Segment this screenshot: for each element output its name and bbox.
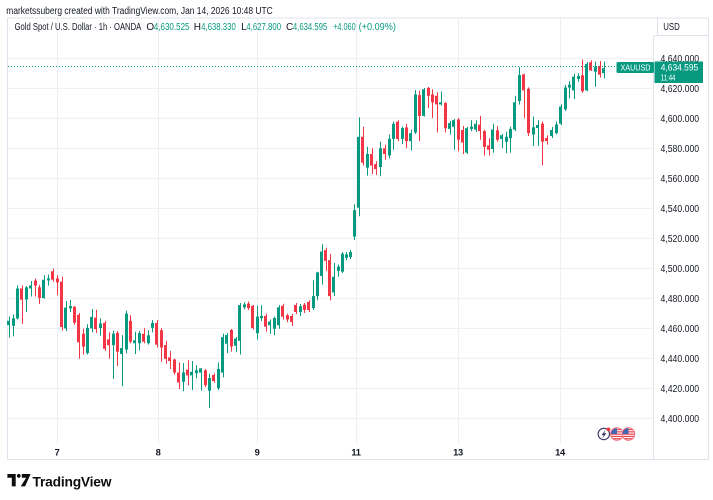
svg-text:4,627.800: 4,627.800 (246, 22, 281, 33)
svg-text:(+0.09%): (+0.09%) (359, 22, 396, 33)
svg-text:O: O (146, 22, 154, 33)
svg-text:4,480.000: 4,480.000 (661, 294, 700, 305)
svg-text:4,600.000: 4,600.000 (661, 114, 700, 125)
svg-text:13: 13 (453, 448, 463, 458)
svg-text:4,640.000: 4,640.000 (661, 54, 700, 65)
svg-text:C: C (286, 22, 293, 33)
svg-text:XAUUSD: XAUUSD (621, 62, 651, 72)
svg-text:14: 14 (555, 448, 566, 458)
svg-text:4,460.000: 4,460.000 (661, 324, 700, 335)
svg-text:4,630.525: 4,630.525 (154, 22, 190, 33)
svg-text:L: L (241, 22, 247, 33)
svg-text:4,440.000: 4,440.000 (661, 354, 700, 365)
svg-text:4,520.000: 4,520.000 (661, 234, 700, 245)
svg-text:11: 11 (351, 448, 360, 458)
svg-text:Gold Spot / U.S. Dollar · 1h ·: Gold Spot / U.S. Dollar · 1h · OANDA (15, 22, 142, 33)
svg-text:11:44: 11:44 (661, 74, 676, 83)
svg-text:9: 9 (255, 448, 260, 458)
svg-text:4,634.595: 4,634.595 (661, 63, 698, 74)
svg-text:4,620.000: 4,620.000 (661, 84, 700, 95)
svg-text:4,638.330: 4,638.330 (201, 22, 236, 33)
svg-text:4,540.000: 4,540.000 (661, 204, 700, 215)
svg-text:8: 8 (156, 448, 161, 458)
svg-text:marketssuberg created with Tra: marketssuberg created with TradingView.c… (6, 6, 272, 17)
svg-text:4,500.000: 4,500.000 (661, 264, 700, 275)
svg-text:USD: USD (663, 22, 680, 33)
svg-text:4,420.000: 4,420.000 (661, 384, 700, 395)
svg-text:4,400.000: 4,400.000 (661, 414, 700, 425)
svg-text:4,580.000: 4,580.000 (661, 144, 700, 155)
svg-text:4,560.000: 4,560.000 (661, 174, 700, 185)
svg-text:7: 7 (55, 448, 60, 458)
svg-text:TradingView: TradingView (33, 475, 112, 490)
svg-text:+4.060: +4.060 (333, 22, 356, 33)
svg-text:H: H (194, 22, 201, 33)
svg-text:4,634.595: 4,634.595 (293, 22, 328, 33)
